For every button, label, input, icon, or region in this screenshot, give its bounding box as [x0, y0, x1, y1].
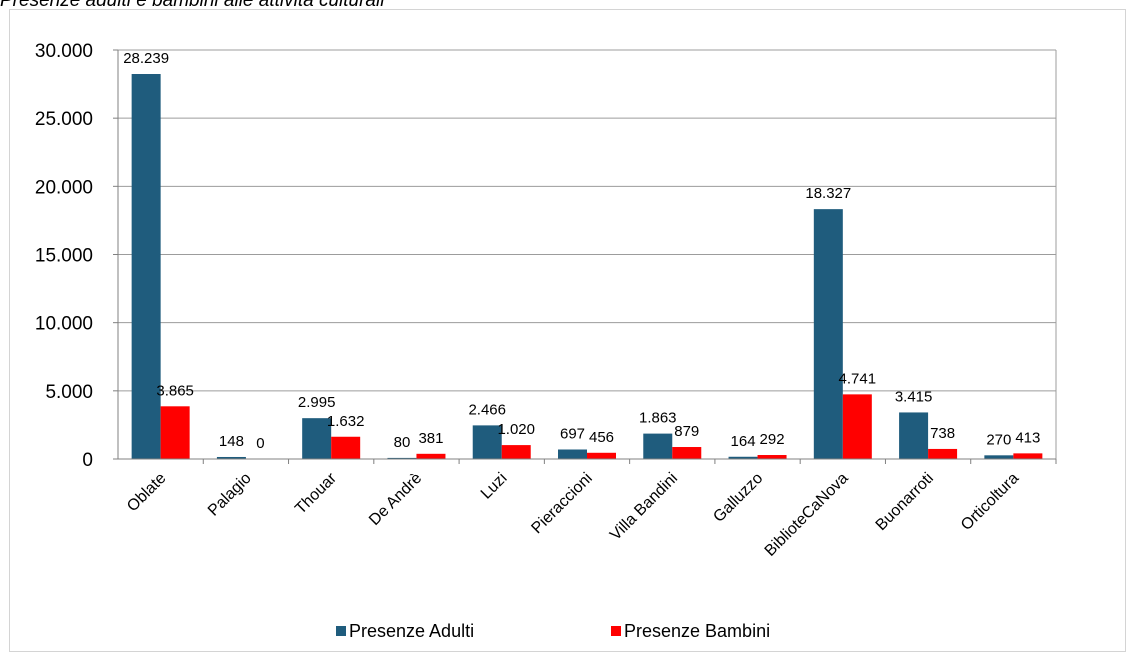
y-tick-label: 5.000 — [45, 382, 93, 403]
chart-frame — [9, 9, 1126, 652]
category-label: Buonarroti — [873, 470, 937, 534]
data-label: 3.415 — [895, 388, 933, 405]
data-label: 2.995 — [298, 394, 336, 411]
category-label: Orticoltura — [958, 470, 1022, 534]
data-label: 4.741 — [839, 370, 877, 387]
data-label: 697 — [560, 425, 585, 442]
data-label: 1.632 — [327, 413, 365, 430]
bar-adulti-5 — [558, 449, 587, 459]
gridlines — [118, 49, 1057, 459]
bar-adulti-0 — [131, 74, 161, 459]
data-label: 879 — [674, 423, 699, 440]
bar-adulti-9 — [899, 412, 929, 459]
bar-bambini-9 — [928, 448, 958, 459]
data-label: 0 — [256, 435, 264, 452]
bar-adulti-3 — [387, 457, 417, 459]
legend-swatch — [611, 626, 621, 636]
bar-bambini-7 — [757, 455, 787, 459]
data-label: 80 — [394, 434, 411, 451]
page-title: Presenze adulti e bambini alle attività … — [0, 0, 385, 11]
bar-bambini-0 — [160, 406, 190, 459]
data-label: 456 — [589, 429, 614, 446]
bar-adulti-6 — [643, 433, 673, 459]
data-label: 18.327 — [805, 185, 851, 202]
data-label: 1.020 — [497, 421, 535, 438]
bar-adulti-7 — [728, 456, 758, 459]
data-label: 292 — [760, 431, 785, 448]
data-label: 1.863 — [639, 410, 677, 427]
y-tick-label: 0 — [82, 450, 93, 471]
category-labels: Oblate Palagio Thouar De Andrè Luzi Pieraccio… — [124, 469, 1022, 559]
y-tick-label: 25.000 — [35, 109, 93, 130]
category-label: Villa Bandini — [607, 470, 681, 544]
axes — [113, 49, 1057, 464]
legend-label: Presenze Bambini — [624, 621, 770, 641]
data-label: 3.865 — [156, 382, 194, 399]
bar-adulti-1 — [216, 456, 246, 459]
category-label: Oblate — [124, 470, 169, 515]
category-label: De Andrè — [366, 470, 425, 529]
category-label: Pieraccioni — [528, 470, 595, 537]
bar-adulti-10 — [984, 455, 1014, 459]
legend-swatch — [336, 626, 346, 636]
category-label: Thouar — [292, 469, 340, 517]
y-tick-label: 20.000 — [35, 177, 93, 198]
data-label: 381 — [418, 430, 443, 447]
data-labels: 28.239 3.865 148 0 2.995 1.632 80 381 2.466 1.020… — [123, 50, 1040, 452]
data-label: 164 — [731, 433, 756, 450]
data-label: 270 — [986, 431, 1011, 448]
bars — [131, 74, 1043, 459]
legend: Presenze Adulti Presenze Bambini — [336, 621, 770, 641]
bar-bambini-3 — [416, 453, 446, 459]
category-label: Luzi — [478, 470, 511, 503]
y-tick-label: 10.000 — [35, 314, 93, 335]
y-tick-label: 15.000 — [35, 246, 93, 267]
bar-adulti-8 — [813, 209, 843, 459]
legend-label: Presenze Adulti — [349, 621, 474, 641]
bar-bambini-10 — [1013, 453, 1043, 459]
data-label: 738 — [930, 425, 955, 442]
bar-adulti-4 — [472, 425, 502, 459]
bar-bambini-4 — [501, 445, 531, 459]
bar-adulti-2 — [302, 418, 332, 459]
y-axis-ticks: 0 5.000 10.000 15.000 20.000 25.000 30.000 — [35, 41, 93, 471]
data-label: 2.466 — [468, 401, 506, 418]
data-label: 148 — [219, 433, 244, 450]
bar-bambini-6 — [672, 447, 702, 459]
bar-bambini-5 — [587, 452, 616, 459]
y-tick-label: 30.000 — [35, 41, 93, 62]
data-label: 413 — [1015, 429, 1040, 446]
bar-bambini-2 — [331, 436, 361, 459]
category-label: Palagio — [205, 470, 255, 520]
category-label: Galluzzo — [710, 470, 766, 526]
data-label: 28.239 — [123, 50, 169, 67]
category-label: BiblioteCaNova — [762, 470, 852, 560]
bar-bambini-8 — [842, 394, 872, 459]
